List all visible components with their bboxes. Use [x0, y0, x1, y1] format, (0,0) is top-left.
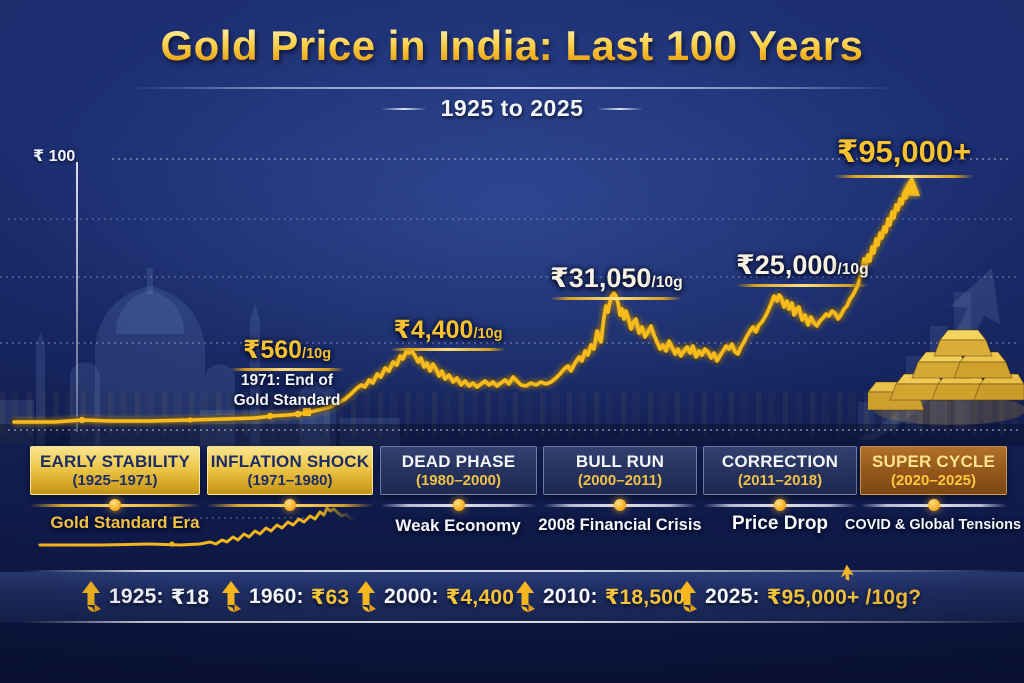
up-arrow-icon — [357, 581, 376, 612]
y-axis-line — [76, 162, 78, 432]
annotation-4400-unit: /10g — [473, 326, 503, 342]
milestone-entry: 1925: ₹18 — [80, 580, 209, 614]
cursor-icon — [841, 565, 854, 581]
milestone-year: 2010: — [543, 585, 598, 608]
early-era-sparkline — [38, 506, 357, 547]
annotation-4400-value: ₹4,400 — [393, 316, 474, 344]
era-panel-super-cycle: SUPER CYCLE (2020–2025) — [860, 446, 1007, 511]
annotation-95000-value: ₹95,000+ — [836, 134, 972, 169]
subtitle-dash-right — [597, 107, 644, 110]
annotation-31050-underline — [550, 297, 682, 300]
era-panel-correction: CORRECTION (2011–2018) — [703, 446, 857, 511]
chart-gridlines — [0, 158, 1020, 431]
milestone-year: 2025: — [705, 585, 760, 608]
milestone-year: 2000: — [384, 585, 439, 608]
milestone-entry: 1960: ₹63 — [220, 580, 349, 614]
page-title: Gold Price in India: Last 100 Years — [0, 22, 1024, 70]
annotation-31050: ₹31,050/10g — [550, 263, 683, 300]
annotation-25000: ₹25,000/10g — [736, 250, 869, 287]
milestone-value: ₹18,500 — [604, 585, 685, 609]
milestone-entry: 2010: ₹18,500 — [514, 580, 685, 614]
milestone-value: ₹63 — [310, 585, 350, 609]
milestone-entry: 2000: ₹4,400 — [355, 580, 514, 614]
annotation-25000-underline — [736, 284, 868, 287]
milestone-year: 1925: — [109, 585, 164, 608]
annotation-25000-unit: /10g — [837, 261, 869, 278]
title-divider — [128, 87, 898, 89]
era-panel-bull-run: BULL RUN (2000–2011) — [543, 446, 697, 511]
era-timeline-dot — [927, 499, 940, 511]
annotation-31050-unit: /10g — [651, 274, 683, 291]
subtitle: 1925 to 2025 — [440, 95, 584, 121]
annotation-25000-value: ₹25,000 — [736, 250, 838, 280]
up-arrow-icon — [222, 581, 241, 612]
annotation-560-value: ₹560 — [242, 336, 303, 364]
era-timeline-dot — [774, 499, 786, 511]
annotation-31050-value: ₹31,050 — [550, 263, 652, 293]
era-note-covid: COVID & Global Tensions — [844, 517, 1022, 533]
milestone-entry: 2025: ₹95,000+ /10g? — [676, 580, 921, 614]
milestone-value: ₹95,000+ /10g? — [766, 585, 922, 609]
up-arrow-icon — [516, 581, 535, 612]
era-timeline-dot — [614, 499, 626, 511]
band-bottom-streak — [0, 621, 1024, 623]
era-timeline-dot — [452, 499, 465, 511]
milestone-band: 1925: ₹18 1960: ₹63 2000: ₹4,400 2010: ₹18,500 2… — [0, 570, 1024, 623]
annotation-4400-underline — [390, 348, 506, 351]
y-axis-label: ₹ 100 — [33, 148, 76, 165]
annotation-95000-underline — [834, 175, 974, 178]
era-panel-dead-phase: DEAD PHASE (1980–2000) — [380, 446, 537, 511]
gold-price-line-chart — [0, 158, 1020, 432]
price-line-arrowhead — [901, 175, 920, 196]
up-arrow-icon — [678, 581, 697, 612]
up-arrow-icon — [82, 581, 101, 612]
band-top-streak — [0, 570, 1024, 572]
milestone-year: 1960: — [249, 585, 304, 608]
milestone-value: ₹4,400 — [445, 585, 515, 609]
annotation-560-note: 1971: End of Gold Standard — [233, 372, 341, 410]
price-line-halo — [10, 182, 914, 426]
annotation-95000: ₹95,000+ — [834, 134, 974, 178]
subtitle-dash-left — [380, 107, 427, 110]
annotation-4400: ₹4,400/10g — [390, 315, 506, 351]
annotation-560: ₹560/10g — [230, 335, 344, 371]
annotation-560-unit: /10g — [302, 346, 332, 362]
subtitle-row: 1925 to 2025 — [0, 95, 1024, 122]
milestone-value: ₹18 — [170, 585, 210, 609]
